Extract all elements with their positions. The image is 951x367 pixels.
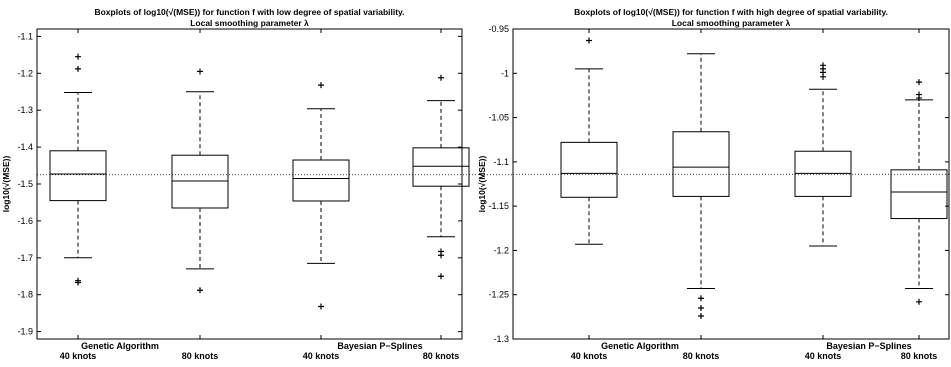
box-iqr (560, 141, 618, 198)
y-tick-label: -0.95 (488, 24, 509, 34)
chart-panel-2: Boxplots of log10(√(MSE)) for function f… (477, 7, 951, 361)
group-label: Genetic Algorithm (81, 341, 159, 351)
y-axis-label: log10(√(MSE)) (1, 156, 11, 213)
plot-frame (36, 28, 463, 340)
chart-title: Boxplots of log10(√(MSE)) for function f… (94, 7, 404, 17)
box-iqr (672, 131, 730, 197)
outlier-point (698, 312, 704, 319)
y-tick-label: -1.15 (488, 201, 509, 211)
box-label: 80 knots (423, 351, 460, 361)
y-tick-label: -1.2 (17, 68, 33, 78)
box-label: 40 knots (805, 351, 842, 361)
y-axis-label: log10(√(MSE)) (477, 156, 487, 213)
outlier-point (197, 68, 203, 75)
box-4: 80 knots (412, 29, 470, 361)
chart-subtitle: Local smoothing parameter λ (190, 18, 309, 28)
box-iqr (171, 154, 229, 209)
outlier-point (197, 287, 203, 294)
y-tick-label: -1.4 (17, 142, 33, 152)
chart-title: Boxplots of log10(√(MSE)) for function f… (574, 7, 888, 17)
outlier-point (916, 79, 922, 86)
y-tick-label: -1.9 (17, 327, 33, 337)
box-iqr (412, 147, 470, 187)
outlier-point (698, 295, 704, 302)
y-tick-label: -1.05 (488, 113, 509, 123)
box-2: 80 knots (672, 29, 730, 361)
y-tick-label: -1.8 (17, 290, 33, 300)
outlier-point (438, 252, 444, 259)
box-2: 80 knots (171, 29, 229, 361)
box-label: 80 knots (901, 351, 938, 361)
box-iqr (49, 150, 107, 202)
y-tick-label: -1.3 (493, 334, 509, 344)
box-iqr (292, 159, 350, 202)
box-iqr (890, 169, 948, 220)
y-tick-label: -1.7 (17, 253, 33, 263)
outlier-point (820, 73, 826, 80)
outlier-point (75, 279, 81, 286)
box-3: 40 knots (292, 29, 350, 361)
box-label: 80 knots (182, 351, 219, 361)
outlier-point (75, 65, 81, 72)
outlier-point (586, 37, 592, 44)
box-label: 80 knots (683, 351, 720, 361)
outlier-point (318, 303, 324, 310)
outlier-point (698, 305, 704, 311)
box-label: 40 knots (60, 351, 97, 361)
box-label: 40 knots (571, 351, 608, 361)
y-tick-label: -1.1 (493, 157, 509, 167)
group-label: Bayesian P−Splines (337, 341, 422, 351)
y-tick-label: -1.6 (17, 216, 33, 226)
outlier-point (75, 53, 81, 60)
chart-subtitle: Local smoothing parameter λ (672, 18, 791, 28)
y-tick-label: -1.1 (17, 31, 33, 41)
y-tick-label: -1.5 (17, 179, 33, 189)
box-label: 40 knots (303, 351, 340, 361)
outlier-point (318, 82, 324, 89)
box-4: 80 knots (890, 29, 948, 361)
y-tick-label: -1.3 (17, 105, 33, 115)
outlier-point (438, 273, 444, 280)
group-label: Bayesian P−Splines (826, 341, 911, 351)
chart-panel-1: Boxplots of log10(√(MSE)) for function f… (1, 7, 513, 361)
outlier-point (916, 298, 922, 305)
outlier-point (438, 74, 444, 81)
y-tick-label: -1 (501, 68, 509, 78)
box-1: 40 knots (560, 29, 618, 361)
y-tick-label: -1.25 (488, 290, 509, 300)
plot-frame (512, 28, 950, 340)
group-label: Genetic Algorithm (601, 341, 679, 351)
box-3: 40 knots (794, 29, 852, 361)
outlier-point (916, 95, 922, 102)
box-1: 40 knots (49, 29, 107, 361)
y-tick-label: -1.2 (493, 245, 509, 255)
